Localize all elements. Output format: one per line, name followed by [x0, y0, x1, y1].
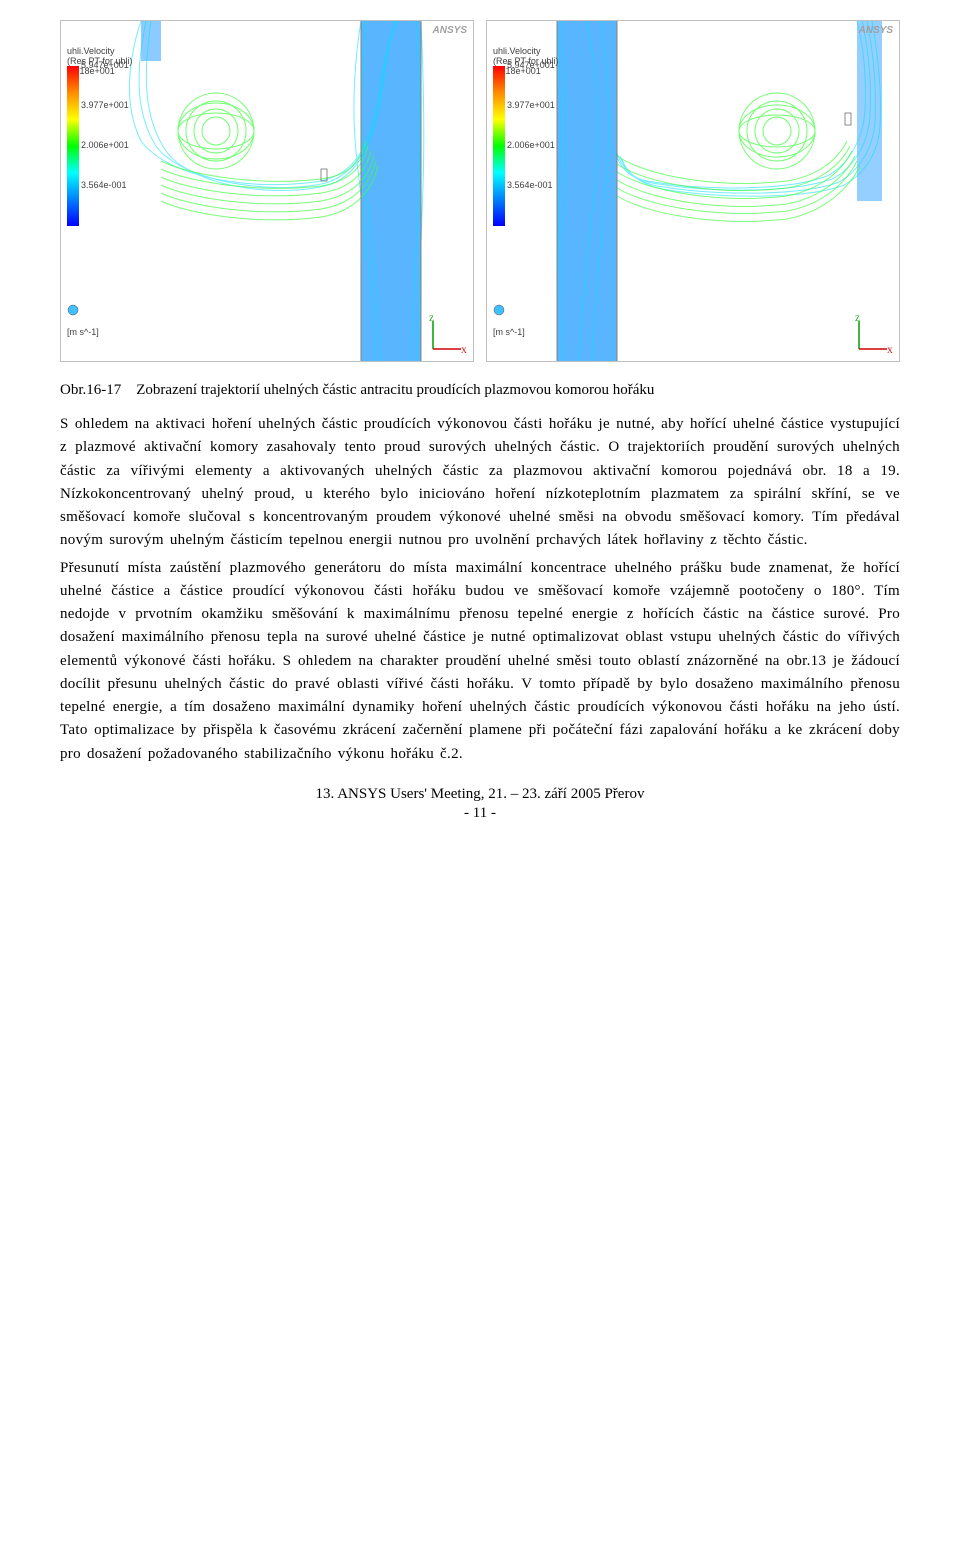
svg-text:X: X	[461, 346, 467, 355]
colorbar-right	[493, 66, 505, 226]
figure-caption: Obr.16-17 Zobrazení trajektorií uhelných…	[60, 382, 900, 399]
watermark: ANSYS	[433, 25, 467, 36]
caption-text: Zobrazení trajektorií uhelných částic an…	[136, 382, 654, 398]
units-right: [m s^-1]	[493, 327, 525, 337]
paragraph-2: Přesunutí místa zaústění plazmového gene…	[60, 557, 900, 766]
chart-right: ANSYS uhli.Velocity (Res PT for uhli) 7.…	[486, 20, 900, 362]
axis-triad-right: Z X	[853, 315, 893, 355]
svg-text:Z: Z	[429, 315, 434, 323]
colorbar-left	[67, 66, 79, 226]
colorbar-labels-left: 5.947e+001 3.977e+001 2.006e+001 3.564e-…	[81, 61, 129, 221]
chart-left: ANSYS uhli.Velocity (Res PT for uhli) 7.…	[60, 20, 474, 362]
caption-label: Obr.16-17	[60, 382, 121, 398]
colorbar-labels-right: 5.947e+001 3.977e+001 2.006e+001 3.564e-…	[507, 61, 555, 221]
svg-text:Z: Z	[855, 315, 860, 323]
watermark: ANSYS	[859, 25, 893, 36]
view-ball-right	[493, 304, 505, 316]
page-number: - 11 -	[60, 805, 900, 822]
units-left: [m s^-1]	[67, 327, 99, 337]
axis-triad-left: Z X	[427, 315, 467, 355]
view-ball-left	[67, 304, 79, 316]
paragraph-1: S ohledem na aktivaci hoření uhelných čá…	[60, 413, 900, 553]
footer-text: 13. ANSYS Users' Meeting, 21. – 23. září…	[60, 786, 900, 803]
svg-text:X: X	[887, 346, 893, 355]
